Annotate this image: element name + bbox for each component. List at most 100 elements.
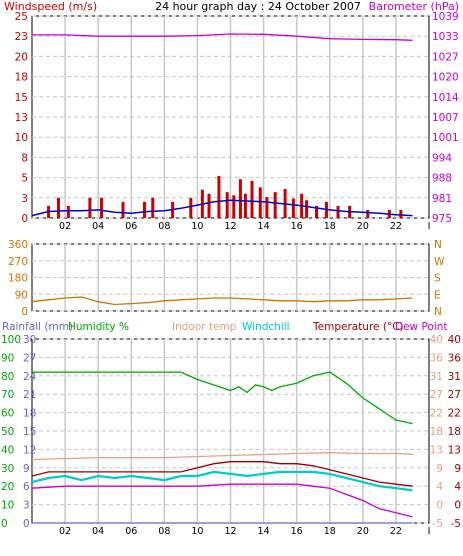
compass-y-tick: N bbox=[434, 306, 442, 318]
temperature-y-tick: 22 bbox=[448, 408, 461, 420]
windspeed-bar bbox=[88, 197, 92, 218]
windspeed-y-tick: 3 bbox=[21, 193, 28, 205]
wind-x-tick: 14 bbox=[258, 221, 270, 232]
humidity-y-tick: 20 bbox=[1, 481, 14, 493]
indoor-y-tick: 36 bbox=[430, 352, 444, 364]
wind-pressure-panel: 2523201815131085301039103310271020101410… bbox=[15, 11, 459, 232]
windspeed-bar bbox=[238, 179, 242, 218]
temp-x-tick: 02 bbox=[59, 526, 71, 537]
humidity-label: Humidity % bbox=[68, 321, 129, 333]
humidity-y-tick: 0 bbox=[1, 518, 8, 530]
windspeed-bar bbox=[336, 205, 340, 218]
temperature-y-tick: 13 bbox=[448, 444, 461, 456]
temp-x-tick: 14 bbox=[258, 526, 270, 537]
rainfall-y-tick: 30 bbox=[23, 334, 36, 346]
windspeed-bar bbox=[151, 197, 155, 218]
windspeed-y-tick: 20 bbox=[15, 51, 28, 63]
rainfall-y-tick: 15 bbox=[23, 426, 36, 438]
temp-x-tick: 20 bbox=[357, 526, 369, 537]
compass-y-tick: N bbox=[434, 239, 442, 251]
wind-x-tick: 20 bbox=[357, 221, 369, 232]
direction-y-tick: 270 bbox=[8, 256, 28, 268]
rainfall-y-tick: 24 bbox=[23, 371, 37, 383]
windspeed-bar bbox=[250, 180, 254, 218]
temp-x-tick: 06 bbox=[125, 526, 137, 537]
windspeed-bar bbox=[142, 201, 146, 218]
dewpoint-label: Dew Point bbox=[395, 321, 448, 333]
barometer-y-tick: 1033 bbox=[432, 31, 459, 43]
windspeed-y-tick: 5 bbox=[21, 173, 28, 185]
windspeed-bar bbox=[99, 197, 103, 218]
windspeed-bar bbox=[66, 205, 70, 218]
windspeed-bar bbox=[258, 187, 262, 218]
indoor-y-tick: 0 bbox=[436, 500, 443, 512]
indoor-y-tick: 31 bbox=[430, 371, 443, 383]
temperature-y-tick: 40 bbox=[448, 334, 461, 346]
barometer-y-tick: 994 bbox=[432, 152, 452, 164]
rainfall-y-tick: 3 bbox=[23, 500, 30, 512]
windspeed-bar bbox=[399, 209, 403, 218]
windspeed-label: Windspeed (m/s) bbox=[4, 0, 97, 13]
compass-y-tick: W bbox=[434, 256, 445, 268]
wind-x-tick: 18 bbox=[324, 221, 336, 232]
humidity-y-tick: 50 bbox=[1, 426, 14, 438]
direction-y-tick: 0 bbox=[21, 306, 28, 318]
indoor-y-tick: 4 bbox=[436, 481, 443, 493]
windspeed-bar bbox=[273, 192, 277, 218]
wind-x-tick: 12 bbox=[224, 221, 236, 232]
temperature-humidity-panel: 1009080706050403020100302724211815129630… bbox=[1, 334, 461, 537]
temp-x-tick: 04 bbox=[92, 526, 104, 537]
direction-y-tick: 360 bbox=[8, 239, 28, 251]
wind-x-tick: 04 bbox=[92, 221, 104, 232]
barometer-y-tick: 988 bbox=[432, 173, 452, 185]
indoor-y-tick: 40 bbox=[430, 334, 443, 346]
barometer-y-tick: 1007 bbox=[432, 112, 459, 124]
graph-title: 24 hour graph day : 24 October 2007 bbox=[155, 0, 361, 13]
windspeed-y-tick: 13 bbox=[15, 112, 28, 124]
rainfall-y-tick: 6 bbox=[23, 481, 30, 493]
temperature-y-tick: 31 bbox=[448, 371, 461, 383]
compass-y-tick: E bbox=[434, 289, 441, 301]
barometer-y-tick: 1020 bbox=[432, 72, 459, 84]
rainfall-label: Rainfall (mm) bbox=[2, 321, 73, 333]
rainfall-y-tick: 27 bbox=[23, 352, 36, 364]
temp-x-tick: 12 bbox=[224, 526, 236, 537]
barometer-y-tick: 1014 bbox=[432, 92, 459, 104]
windspeed-bar bbox=[243, 193, 247, 218]
temp-x-tick: 22 bbox=[390, 526, 402, 537]
indoor-y-tick: -5 bbox=[433, 518, 443, 530]
temp-x-tick: 18 bbox=[324, 526, 336, 537]
humidity-y-tick: 90 bbox=[1, 352, 14, 364]
temperature-line bbox=[31, 461, 413, 487]
indoor-y-tick: 18 bbox=[430, 426, 443, 438]
windspeed-bar bbox=[305, 200, 309, 218]
temperature-y-tick: 4 bbox=[454, 481, 461, 493]
windspeed-bar bbox=[232, 195, 236, 218]
humidity-y-tick: 40 bbox=[1, 444, 14, 456]
windspeed-bar bbox=[291, 198, 295, 218]
wind-x-tick: 02 bbox=[59, 221, 71, 232]
temperature-y-tick: 0 bbox=[454, 500, 461, 512]
temp-x-tick: 10 bbox=[191, 526, 203, 537]
rainfall-y-tick: 12 bbox=[23, 444, 36, 456]
direction-y-tick: 180 bbox=[8, 273, 28, 285]
barometer-y-tick: 975 bbox=[432, 213, 452, 225]
windspeed-bar bbox=[225, 192, 229, 218]
wind-x-tick: 16 bbox=[291, 221, 303, 232]
barometer-line bbox=[32, 33, 413, 41]
indoor-y-tick: 9 bbox=[436, 463, 443, 475]
rainfall-y-tick: 0 bbox=[23, 518, 30, 530]
wind-average-line bbox=[31, 199, 413, 217]
windspeed-y-tick: 15 bbox=[15, 92, 28, 104]
temperature-y-tick: 18 bbox=[448, 426, 461, 438]
humidity-y-tick: 100 bbox=[1, 334, 21, 346]
wind-x-tick: 22 bbox=[390, 221, 402, 232]
temp-x-tick: 16 bbox=[291, 526, 303, 537]
windspeed-y-tick: 18 bbox=[15, 72, 28, 84]
indoor-y-tick: 27 bbox=[430, 389, 443, 401]
windspeed-y-tick: 0 bbox=[21, 213, 28, 225]
wind-direction-line bbox=[31, 296, 413, 306]
wind-x-tick: I bbox=[428, 221, 431, 232]
